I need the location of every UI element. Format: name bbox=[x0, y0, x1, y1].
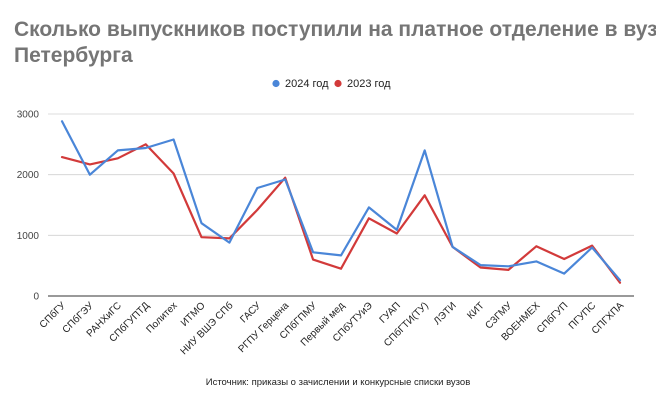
chart-source: Источник: приказы о зачислении и конкурс… bbox=[206, 377, 471, 388]
x-tick-label: ГАСУ bbox=[238, 300, 264, 326]
chart-series bbox=[60, 120, 622, 284]
chart-grid bbox=[48, 113, 634, 297]
x-tick-label: СПбГУП bbox=[534, 300, 570, 336]
y-axis: 0 1000 2000 3000 bbox=[17, 110, 40, 303]
y-tick-label: 1000 bbox=[17, 231, 40, 242]
y-tick-label: 3000 bbox=[17, 110, 40, 121]
x-tick-label: ГУАП bbox=[378, 300, 403, 325]
chart-title-line-2: Петербурга bbox=[14, 44, 133, 67]
y-tick-label: 2000 bbox=[17, 170, 40, 181]
legend-marker bbox=[272, 79, 280, 88]
x-tick-label: КИТ bbox=[465, 300, 486, 321]
legend-label: 2024 год bbox=[285, 78, 329, 90]
legend-label: 2023 год bbox=[347, 78, 391, 90]
chart-legend: 2024 год 2023 год bbox=[272, 78, 391, 90]
series-line bbox=[60, 120, 622, 282]
x-tick-label: ЛЭТИ bbox=[432, 300, 459, 327]
x-tick-label: Политех bbox=[145, 300, 180, 335]
legend-marker bbox=[334, 79, 342, 88]
chart-title-line-1: Сколько выпускников поступили на платное… bbox=[14, 18, 656, 41]
y-tick-label: 0 bbox=[33, 292, 39, 303]
